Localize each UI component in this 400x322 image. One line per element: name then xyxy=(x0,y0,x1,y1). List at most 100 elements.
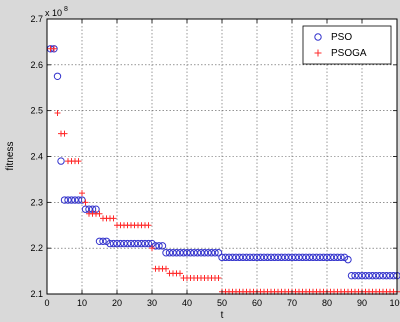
axis-ticks: 0 10 20 30 40 50 60 70 80 90 100 2.1 2.2 2.3 2.4 2.5 2.6… xyxy=(30,14,400,308)
point-pso xyxy=(368,271,377,280)
point-pso xyxy=(270,253,279,262)
point-pso xyxy=(298,253,307,262)
point-pso xyxy=(235,253,244,262)
point-pso xyxy=(64,196,72,204)
point-pso xyxy=(218,253,226,262)
y-tick-label: 2.2 xyxy=(30,243,43,253)
point-pso xyxy=(183,249,191,257)
point-pso xyxy=(386,271,394,280)
point-psoga xyxy=(149,245,155,252)
point-pso xyxy=(305,253,314,262)
point-pso xyxy=(200,249,209,257)
point-pso xyxy=(323,253,331,262)
point-pso xyxy=(330,253,338,262)
legend-label-psoga: PSOGA xyxy=(331,48,367,59)
y-tick-label: 2.5 xyxy=(30,106,43,116)
point-psoga xyxy=(110,215,117,222)
series-layer xyxy=(46,45,400,295)
point-pso xyxy=(267,253,275,262)
point-pso xyxy=(172,249,181,257)
point-pso xyxy=(74,196,83,204)
point-pso xyxy=(71,196,79,204)
y-exponent-label: x 10 xyxy=(45,8,62,18)
point-pso xyxy=(361,271,370,280)
point-pso xyxy=(312,253,321,262)
point-pso xyxy=(207,249,216,257)
x-tick-label: 80 xyxy=(322,298,332,308)
point-pso xyxy=(81,205,90,213)
x-tick-label: 30 xyxy=(147,298,157,308)
point-pso xyxy=(141,239,149,248)
point-pso xyxy=(309,253,317,262)
point-pso xyxy=(95,237,104,245)
point-pso xyxy=(263,253,272,262)
point-psoga xyxy=(177,270,183,277)
point-pso xyxy=(67,196,76,204)
point-pso xyxy=(246,253,254,262)
legend-label-pso: PSO xyxy=(331,32,352,43)
x-tick-label: 20 xyxy=(112,298,122,308)
point-pso xyxy=(354,271,363,280)
point-pso xyxy=(197,249,205,257)
point-pso xyxy=(372,271,380,280)
y-axis-label: fitness xyxy=(5,142,16,171)
point-pso xyxy=(228,253,237,262)
y-tick-label: 2.7 xyxy=(30,14,43,24)
point-pso xyxy=(239,253,247,262)
legend-marker-pso xyxy=(314,33,322,41)
point-pso xyxy=(57,157,65,165)
point-pso xyxy=(260,253,268,262)
point-pso xyxy=(162,249,170,257)
point-pso xyxy=(382,271,391,280)
point-pso xyxy=(302,253,310,262)
point-pso xyxy=(176,249,184,257)
point-pso xyxy=(116,239,125,248)
point-pso xyxy=(134,239,142,248)
point-pso xyxy=(130,239,139,248)
point-pso xyxy=(60,196,69,204)
point-pso xyxy=(193,249,202,257)
point-pso xyxy=(232,253,240,262)
point-psoga xyxy=(163,265,169,272)
point-pso xyxy=(214,249,223,257)
point-psoga xyxy=(79,190,85,197)
legend: PSO PSOGA xyxy=(302,25,392,65)
point-pso xyxy=(284,253,293,262)
point-pso xyxy=(204,249,212,257)
y-tick-label: 2.1 xyxy=(30,289,43,299)
point-pso xyxy=(120,239,128,248)
point-pso xyxy=(190,249,198,257)
point-psoga xyxy=(75,158,82,165)
x-tick-label: 90 xyxy=(357,298,367,308)
point-pso xyxy=(53,72,62,80)
x-axis-label: t xyxy=(221,310,224,321)
point-pso xyxy=(288,253,296,262)
point-pso xyxy=(256,253,265,262)
y-exponent: x 10 8 xyxy=(45,6,68,18)
point-pso xyxy=(221,253,230,262)
point-pso xyxy=(155,242,163,250)
legend-box xyxy=(302,25,392,65)
point-pso xyxy=(211,249,219,257)
point-pso xyxy=(347,271,356,280)
point-pso xyxy=(123,239,132,248)
point-pso xyxy=(144,239,153,248)
point-pso xyxy=(137,239,146,248)
point-pso xyxy=(106,239,114,248)
x-tick-label: 50 xyxy=(217,298,227,308)
point-pso xyxy=(365,271,373,280)
point-pso xyxy=(186,249,195,257)
point-pso xyxy=(179,249,188,257)
point-pso xyxy=(358,271,366,280)
point-pso xyxy=(158,242,167,250)
point-pso xyxy=(274,253,282,262)
legend-marker-psoga xyxy=(314,49,322,57)
point-pso xyxy=(242,253,251,262)
x-tick-label: 10 xyxy=(77,298,87,308)
point-pso xyxy=(344,255,352,264)
y-tick-label: 2.6 xyxy=(30,60,43,70)
y-exponent-power: 8 xyxy=(64,6,68,13)
point-psoga xyxy=(215,274,222,281)
point-psoga xyxy=(54,109,61,116)
